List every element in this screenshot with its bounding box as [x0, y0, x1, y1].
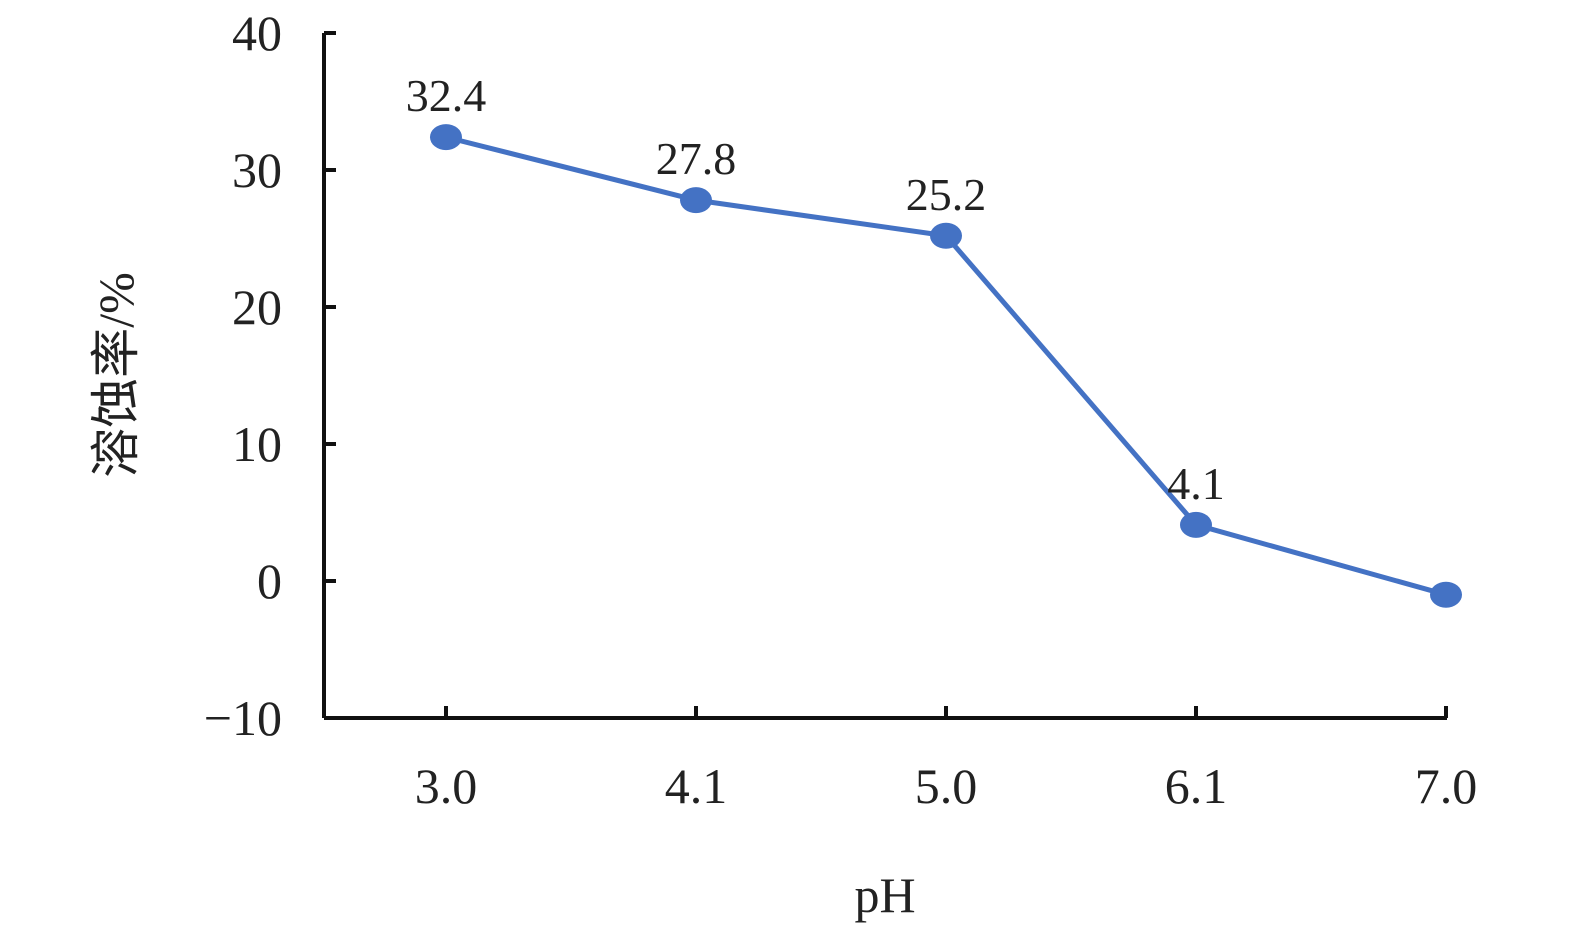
chart-axes — [322, 33, 1447, 720]
x-tick-label: 5.0 — [915, 758, 978, 814]
x-tick-label: 3.0 — [415, 758, 478, 814]
x-tick-label: 7.0 — [1415, 758, 1478, 814]
x-axis-ticks: 3.0 4.1 5.0 6.1 7.0 — [415, 706, 1478, 814]
y-tick-label: 20 — [232, 279, 282, 335]
y-axis-ticks: −10 0 10 20 30 40 — [204, 5, 336, 746]
y-tick-label: 30 — [232, 142, 282, 198]
data-label: 32.4 — [406, 70, 487, 121]
data-labels: 32.4 27.8 25.2 4.1 — [406, 70, 1225, 509]
data-label: 25.2 — [906, 169, 987, 220]
data-label: 27.8 — [656, 133, 737, 184]
series-group — [430, 124, 1462, 608]
y-axis-title: 溶蚀率/% — [88, 272, 144, 478]
y-tick-label: 0 — [257, 553, 282, 609]
data-point — [430, 124, 462, 151]
y-tick-label: 40 — [232, 5, 282, 61]
y-tick-label: −10 — [204, 690, 282, 746]
y-tick-label: 10 — [232, 416, 282, 472]
data-point — [1180, 511, 1212, 538]
x-axis-title: pH — [854, 867, 915, 923]
data-point — [1430, 581, 1462, 608]
x-tick-label: 4.1 — [665, 758, 728, 814]
data-point — [680, 187, 712, 214]
data-point — [930, 222, 962, 249]
data-label: 4.1 — [1167, 458, 1225, 509]
x-tick-label: 6.1 — [1165, 758, 1228, 814]
